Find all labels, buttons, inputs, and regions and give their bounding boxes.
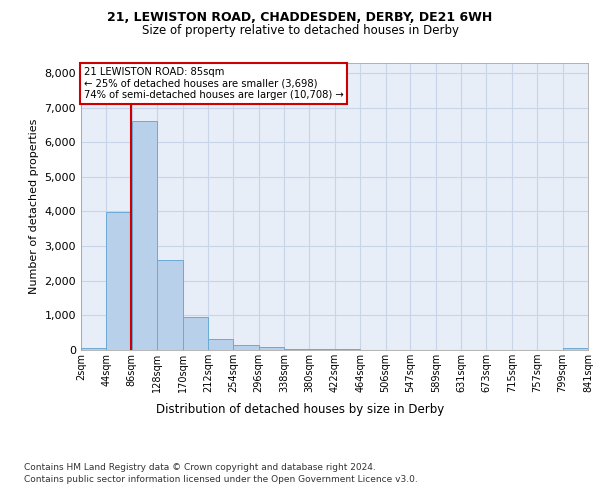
Text: Contains public sector information licensed under the Open Government Licence v3: Contains public sector information licen… [24,475,418,484]
Text: Distribution of detached houses by size in Derby: Distribution of detached houses by size … [156,402,444,415]
Text: Size of property relative to detached houses in Derby: Size of property relative to detached ho… [142,24,458,37]
Bar [81,348,106,350]
Bar [284,348,310,350]
Text: 21 LEWISTON ROAD: 85sqm
← 25% of detached houses are smaller (3,698)
74% of semi: 21 LEWISTON ROAD: 85sqm ← 25% of detache… [83,67,343,100]
Bar [182,317,208,350]
Bar [259,347,284,350]
Bar [106,212,132,350]
Text: 21, LEWISTON ROAD, CHADDESDEN, DERBY, DE21 6WH: 21, LEWISTON ROAD, CHADDESDEN, DERBY, DE… [107,11,493,24]
Bar [208,339,233,350]
Bar [157,260,182,350]
Text: Contains HM Land Registry data © Crown copyright and database right 2024.: Contains HM Land Registry data © Crown c… [24,462,376,471]
Bar [233,344,259,350]
Y-axis label: Number of detached properties: Number of detached properties [29,118,39,294]
Bar [563,348,588,350]
Bar [132,120,157,350]
